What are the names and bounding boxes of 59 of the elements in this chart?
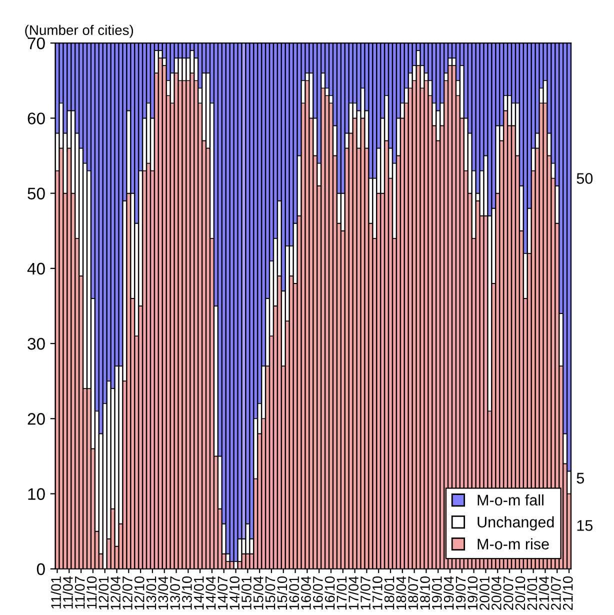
x-tick-label: 19/01 xyxy=(432,576,442,610)
x-tick-label: 20/10 xyxy=(514,576,526,610)
x-tick-label: 21/01 xyxy=(526,576,538,610)
y-tick-label: 30 xyxy=(28,338,45,350)
x-tick-label: 11/10 xyxy=(86,576,97,608)
x-tick-label: 15/01 xyxy=(241,576,252,610)
x-tick-label: 13/04 xyxy=(158,576,168,610)
x-tick-label: 14/01 xyxy=(194,576,204,610)
y-tick-label: 70 xyxy=(28,37,45,50)
x-tick-label: 21/04 xyxy=(538,576,549,610)
x-tick-label: 15/04 xyxy=(253,576,264,610)
x-tick-label: 17/07 xyxy=(360,576,370,610)
x-tick-label: 13/07 xyxy=(170,576,180,610)
x-tick-label: 11/01 xyxy=(50,576,61,608)
text: 50 xyxy=(576,173,593,184)
x-tick-label: 19/10 xyxy=(467,576,478,610)
x-tick-label: 17/10 xyxy=(372,576,382,610)
x-tick-label: 17/04 xyxy=(348,576,359,610)
x-tick-label: 12/10 xyxy=(134,576,144,610)
x-tick-label: 16/01 xyxy=(288,576,300,610)
text: 5 xyxy=(576,472,584,484)
text: 15 xyxy=(577,520,593,531)
x-tick-label: 15/10 xyxy=(276,576,288,610)
x-tick-label: 19/07 xyxy=(455,576,466,610)
y-tick-label: 50 xyxy=(28,188,45,200)
y-tick-label: 60 xyxy=(28,112,45,124)
x-tick-label: 21/10 xyxy=(562,576,573,610)
x-tick-label: 13/01 xyxy=(146,576,156,610)
x-tick-label: 18/10 xyxy=(420,576,430,610)
x-tick-label: 12/01 xyxy=(98,576,109,610)
y-tick-label: 20 xyxy=(28,413,45,425)
x-tick-label: 18/01 xyxy=(384,576,394,610)
y-tick-label: 40 xyxy=(27,262,45,275)
legend-label: M-o-m rise xyxy=(478,538,549,550)
x-tick-label: 11/07 xyxy=(74,576,85,608)
y-axis-title: (Number of cities) xyxy=(25,24,134,38)
legend-label: M-o-m fall xyxy=(478,494,544,506)
legend-label: Unchanged xyxy=(478,516,554,531)
x-tick-label: 12/07 xyxy=(122,576,132,610)
x-tick-label: 14/07 xyxy=(217,576,228,610)
x-tick-label: 19/04 xyxy=(444,576,454,610)
x-tick-label: 16/07 xyxy=(312,576,323,610)
x-tick-label: 16/04 xyxy=(300,576,311,610)
x-tick-label: 18/07 xyxy=(408,576,418,610)
x-tick-label: 20/04 xyxy=(491,576,502,610)
x-tick-label: 18/04 xyxy=(396,576,406,610)
x-tick-label: 20/01 xyxy=(479,576,490,610)
x-tick-label: 17/01 xyxy=(336,576,347,610)
x-tick-label: 12/04 xyxy=(110,576,120,610)
x-tick-label: 11/04 xyxy=(62,576,73,608)
y-tick-label: 10 xyxy=(28,488,45,500)
x-tick-label: 15/07 xyxy=(265,576,276,610)
x-tick-label: 14/04 xyxy=(206,576,216,610)
x-tick-label: 16/10 xyxy=(324,576,335,610)
y-tick-label: 0 xyxy=(36,563,45,576)
x-tick-label: 14/10 xyxy=(229,576,240,610)
x-tick-label: 20/07 xyxy=(503,576,514,610)
x-tick-label: 13/10 xyxy=(182,576,192,610)
x-tick-label: 21/07 xyxy=(550,576,561,610)
